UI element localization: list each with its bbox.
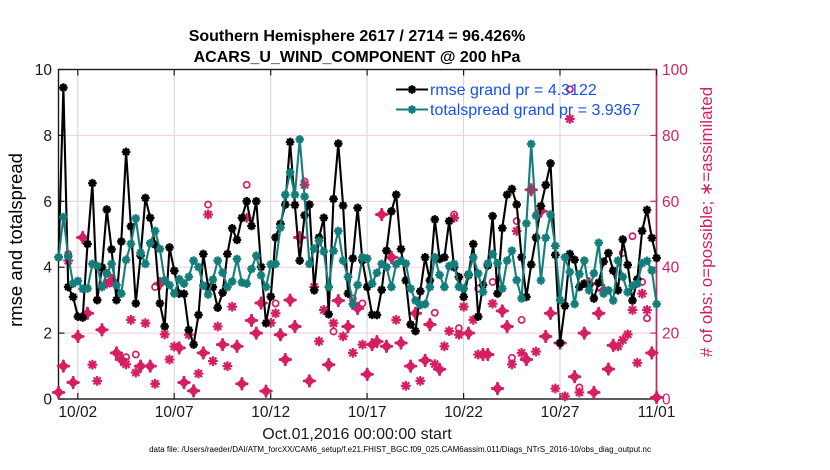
svg-text:totalspread grand pr = 3.9367: totalspread grand pr = 3.9367 (430, 102, 640, 119)
svg-text:10: 10 (35, 62, 53, 79)
svg-text:20: 20 (662, 326, 680, 343)
svg-text:0: 0 (662, 392, 671, 409)
svg-text:6: 6 (43, 194, 52, 211)
svg-text:# of obs: o=possible; ∗=assimi: # of obs: o=possible; ∗=assimilated (697, 87, 716, 357)
svg-text:ACARS_U_WIND_COMPONENT @ 200 h: ACARS_U_WIND_COMPONENT @ 200 hPa (194, 49, 521, 66)
svg-text:80: 80 (662, 128, 680, 145)
svg-text:10/22: 10/22 (444, 404, 483, 421)
svg-text:2: 2 (43, 326, 52, 343)
svg-text:Southern Hemisphere 2617 / 271: Southern Hemisphere 2617 / 2714 = 96.426… (189, 28, 526, 45)
svg-text:4: 4 (43, 260, 52, 277)
svg-text:8: 8 (43, 128, 52, 145)
svg-text:11/01: 11/01 (638, 404, 676, 421)
svg-text:10/27: 10/27 (541, 404, 580, 421)
svg-text:10/17: 10/17 (348, 404, 387, 421)
svg-text:rmse and totalspread: rmse and totalspread (5, 153, 26, 327)
svg-text:0: 0 (43, 392, 52, 409)
svg-text:data file: /Users/raeder/DAI/A: data file: /Users/raeder/DAI/ATM_forcXX/… (149, 445, 651, 454)
svg-text:10/02: 10/02 (58, 404, 97, 421)
svg-text:rmse grand pr = 4.3122: rmse grand pr = 4.3122 (430, 82, 597, 99)
svg-text:40: 40 (662, 260, 680, 277)
svg-text:10/12: 10/12 (251, 404, 290, 421)
svg-text:100: 100 (662, 62, 688, 79)
svg-text:60: 60 (662, 194, 680, 211)
svg-text:10/07: 10/07 (155, 404, 194, 421)
svg-text:Oct.01,2016 00:00:00 start: Oct.01,2016 00:00:00 start (262, 426, 452, 443)
